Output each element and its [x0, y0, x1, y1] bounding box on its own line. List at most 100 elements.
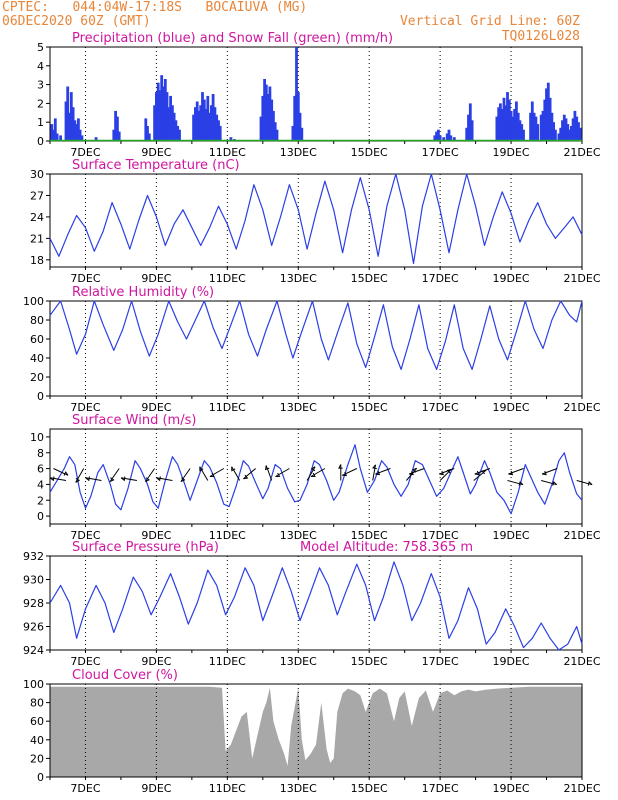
wind-vector-head: [552, 480, 558, 486]
precip-bar: [550, 112, 554, 141]
wind-vector-head: [264, 465, 270, 471]
precip-bar: [266, 94, 270, 141]
temp-series-line: [49, 173, 583, 264]
precip-bar: [259, 116, 263, 141]
wind-series-line: [49, 444, 583, 515]
temp-date-label: 7DEC: [70, 272, 100, 285]
precip-bar: [73, 120, 77, 141]
precip-bar: [78, 129, 82, 141]
precip-bar: [561, 120, 564, 141]
precip-bar: [499, 103, 502, 141]
precip-bar: [202, 99, 206, 141]
header-station: CPTEC: 044:04W-17:18S BOCAIUVA (MG): [2, 0, 308, 15]
precip-bar: [201, 92, 204, 141]
precip-bar: [218, 126, 222, 141]
precip-bar: [174, 120, 178, 141]
wind-ytick-label: 4: [37, 478, 44, 491]
precip-bar: [578, 127, 582, 141]
precip-ytick-label: 4: [37, 60, 44, 73]
wind-vector-head: [49, 476, 55, 482]
temp-title: Surface Temperature (nC): [72, 158, 240, 173]
wind-vector-head: [145, 477, 150, 483]
rh-title: Relative Humidity (%): [72, 285, 214, 300]
rh-frame: [49, 300, 583, 397]
precip-bar: [171, 105, 174, 141]
precip-bar: [520, 124, 524, 141]
precip-bar: [557, 133, 561, 141]
wind-date-label: 19DEC: [493, 529, 530, 542]
precip-bar: [147, 133, 151, 141]
wind-vector: [53, 468, 69, 476]
precip-bar: [229, 137, 233, 141]
wind-date-label: 11DEC: [209, 529, 246, 542]
precip-bar: [77, 118, 80, 141]
precip-bar: [66, 86, 70, 141]
wind-date-label: 15DEC: [351, 529, 388, 542]
precip-bar: [64, 101, 68, 141]
pressure-date-label: 15DEC: [351, 655, 388, 668]
precip-bar: [433, 135, 437, 141]
precip-bar: [445, 133, 449, 141]
wind-vector: [310, 468, 326, 477]
wind-vector-head: [518, 480, 524, 486]
precip-bar: [513, 109, 516, 141]
wind-date-label: 9DEC: [141, 529, 171, 542]
precip-bar: [69, 92, 73, 141]
precip-bar: [217, 120, 220, 141]
rh-date-label: 17DEC: [422, 401, 459, 414]
wind-vector: [439, 468, 452, 481]
pressure-ytick-label: 930: [23, 574, 44, 587]
cloud-date-label: 11DEC: [209, 782, 246, 795]
precip-bar: [507, 99, 511, 141]
cloud-ytick-label: 100: [23, 678, 44, 691]
wind-vector-head: [310, 466, 316, 472]
precip-bar: [270, 99, 274, 141]
precip-bar: [176, 126, 180, 141]
cloud-date-label: 17DEC: [422, 782, 459, 795]
wind-vector: [199, 466, 209, 481]
pressure-date-label: 21DEC: [563, 655, 600, 668]
wind-vector-head: [156, 476, 161, 482]
wind-ytick-label: 0: [37, 510, 44, 523]
wind-vector: [474, 468, 490, 475]
precip-bar: [163, 79, 167, 141]
precip-bar: [298, 112, 302, 141]
precip-date-label: 9DEC: [141, 146, 171, 159]
temp-ytick-label: 18: [30, 254, 44, 267]
wind-vector-head: [63, 471, 69, 476]
precip-bar: [213, 107, 217, 141]
pressure-date-label: 11DEC: [209, 655, 246, 668]
pressure-date-label: 9DEC: [141, 655, 171, 668]
precip-bar: [153, 105, 156, 141]
wind-vector: [372, 464, 376, 481]
cloud-date-label: 7DEC: [70, 782, 100, 795]
precip-bar: [291, 126, 295, 141]
wind-vector: [85, 477, 102, 481]
precip-bar: [162, 86, 165, 141]
precip-bar: [465, 127, 469, 141]
precip-bar: [80, 135, 84, 141]
temp-date-label: 19DEC: [493, 272, 530, 285]
cloud-title: Cloud Cover (%): [72, 668, 178, 683]
wind-vector: [576, 480, 593, 486]
precip-bar: [167, 107, 171, 141]
wind-vector-head: [243, 474, 249, 480]
precip-date-label: 19DEC: [493, 146, 530, 159]
precip-bar: [438, 135, 442, 141]
wind-date-label: 7DEC: [70, 529, 100, 542]
precip-bar: [511, 116, 515, 141]
precip-bar: [264, 84, 268, 141]
wind-vector-head: [231, 466, 236, 472]
precip-bar: [495, 116, 499, 141]
precip-bar: [195, 101, 199, 141]
pressure-series-line: [49, 561, 583, 651]
precip-bar: [546, 82, 550, 141]
rh-ytick-label: 40: [30, 352, 44, 365]
wind-vector-head: [508, 470, 514, 476]
rh-series-line: [49, 300, 583, 370]
precip-bar: [272, 110, 275, 141]
precip-bar: [172, 112, 176, 141]
wind-vector: [507, 480, 524, 486]
precip-ytick-label: 0: [37, 135, 44, 148]
wind-vector-head: [587, 480, 593, 486]
